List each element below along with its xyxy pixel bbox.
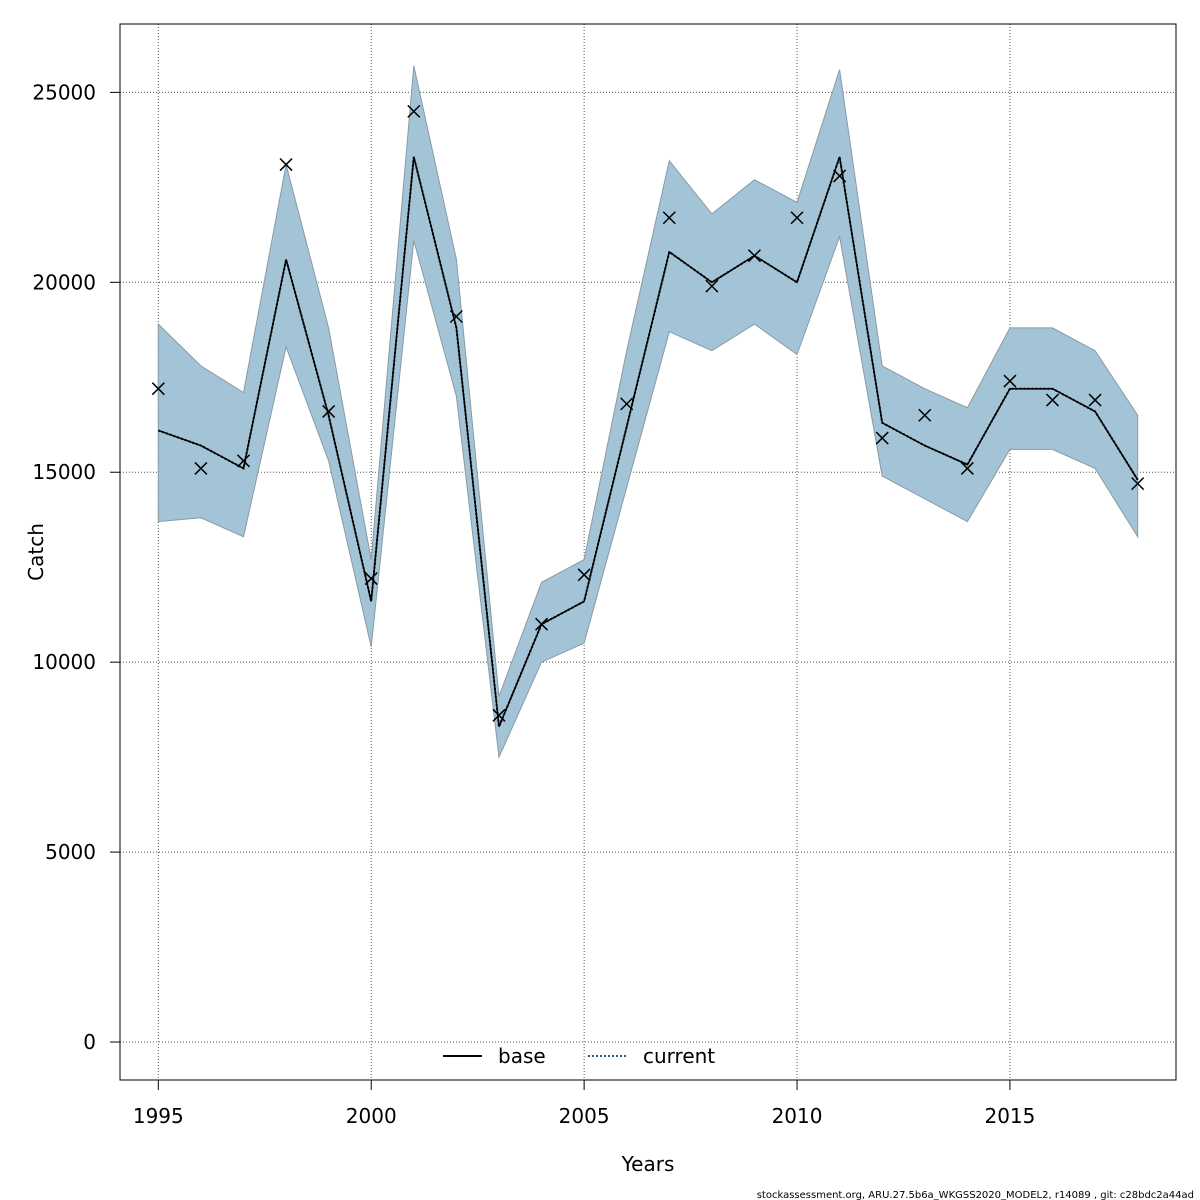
x-tick-label: 2000: [346, 1104, 397, 1128]
observed-point: [449, 309, 463, 324]
x-tick-label: 2005: [559, 1104, 610, 1128]
y-tick-label: 5000: [45, 840, 96, 864]
observed-point: [364, 572, 378, 586]
y-tick-label: 20000: [32, 270, 96, 294]
observed-point: [620, 397, 634, 411]
observed-point: [747, 249, 761, 263]
series-line-current: [157, 156, 1139, 728]
observed-point: [833, 169, 847, 183]
observed-point: [236, 454, 251, 468]
observed-point: [960, 461, 974, 475]
observed-point: [705, 279, 719, 293]
confidence-band: [157, 65, 1139, 759]
legend-label-current: current: [643, 1044, 715, 1068]
x-tick-label: 2015: [984, 1104, 1035, 1128]
y-tick-label: 15000: [32, 460, 96, 484]
footer-credit: stockassessment.org, ARU.27.5b6a_WKGSS20…: [757, 1190, 1194, 1200]
observed-points: [151, 104, 1145, 722]
observed-point: [790, 211, 804, 225]
observed-point: [1088, 393, 1102, 407]
y-tick-label: 25000: [32, 80, 96, 104]
observed-point: [279, 158, 293, 172]
legend: base current: [443, 1044, 715, 1068]
observed-point: [662, 211, 676, 225]
y-tick-label: 10000: [32, 650, 96, 674]
observed-point: [1045, 393, 1060, 407]
plot-frame: [119, 23, 1177, 1081]
x-axis-title: Years: [621, 1152, 675, 1176]
axes: 1995 2000 2005 2010 2015 0 5000 10000 15000 20000…: [32, 80, 1035, 1128]
observed-point: [875, 431, 889, 445]
legend-label-base: base: [498, 1044, 546, 1068]
band-area: [157, 65, 1139, 759]
x-tick-label: 1995: [133, 1104, 184, 1128]
observed-point: [577, 568, 591, 582]
observed-point: [1131, 477, 1145, 491]
y-tick-label: 0: [83, 1030, 96, 1054]
observed-point: [535, 617, 549, 631]
y-axis-title: Catch: [24, 523, 48, 581]
observed-point: [151, 382, 165, 396]
observed-point: [492, 708, 506, 722]
x-tick-label: 2010: [772, 1104, 823, 1128]
observed-point: [322, 404, 336, 418]
observed-point: [407, 104, 421, 118]
observed-point: [918, 408, 932, 422]
observed-point: [194, 461, 208, 475]
observed-point: [1003, 374, 1017, 388]
series-lines: [157, 156, 1139, 728]
